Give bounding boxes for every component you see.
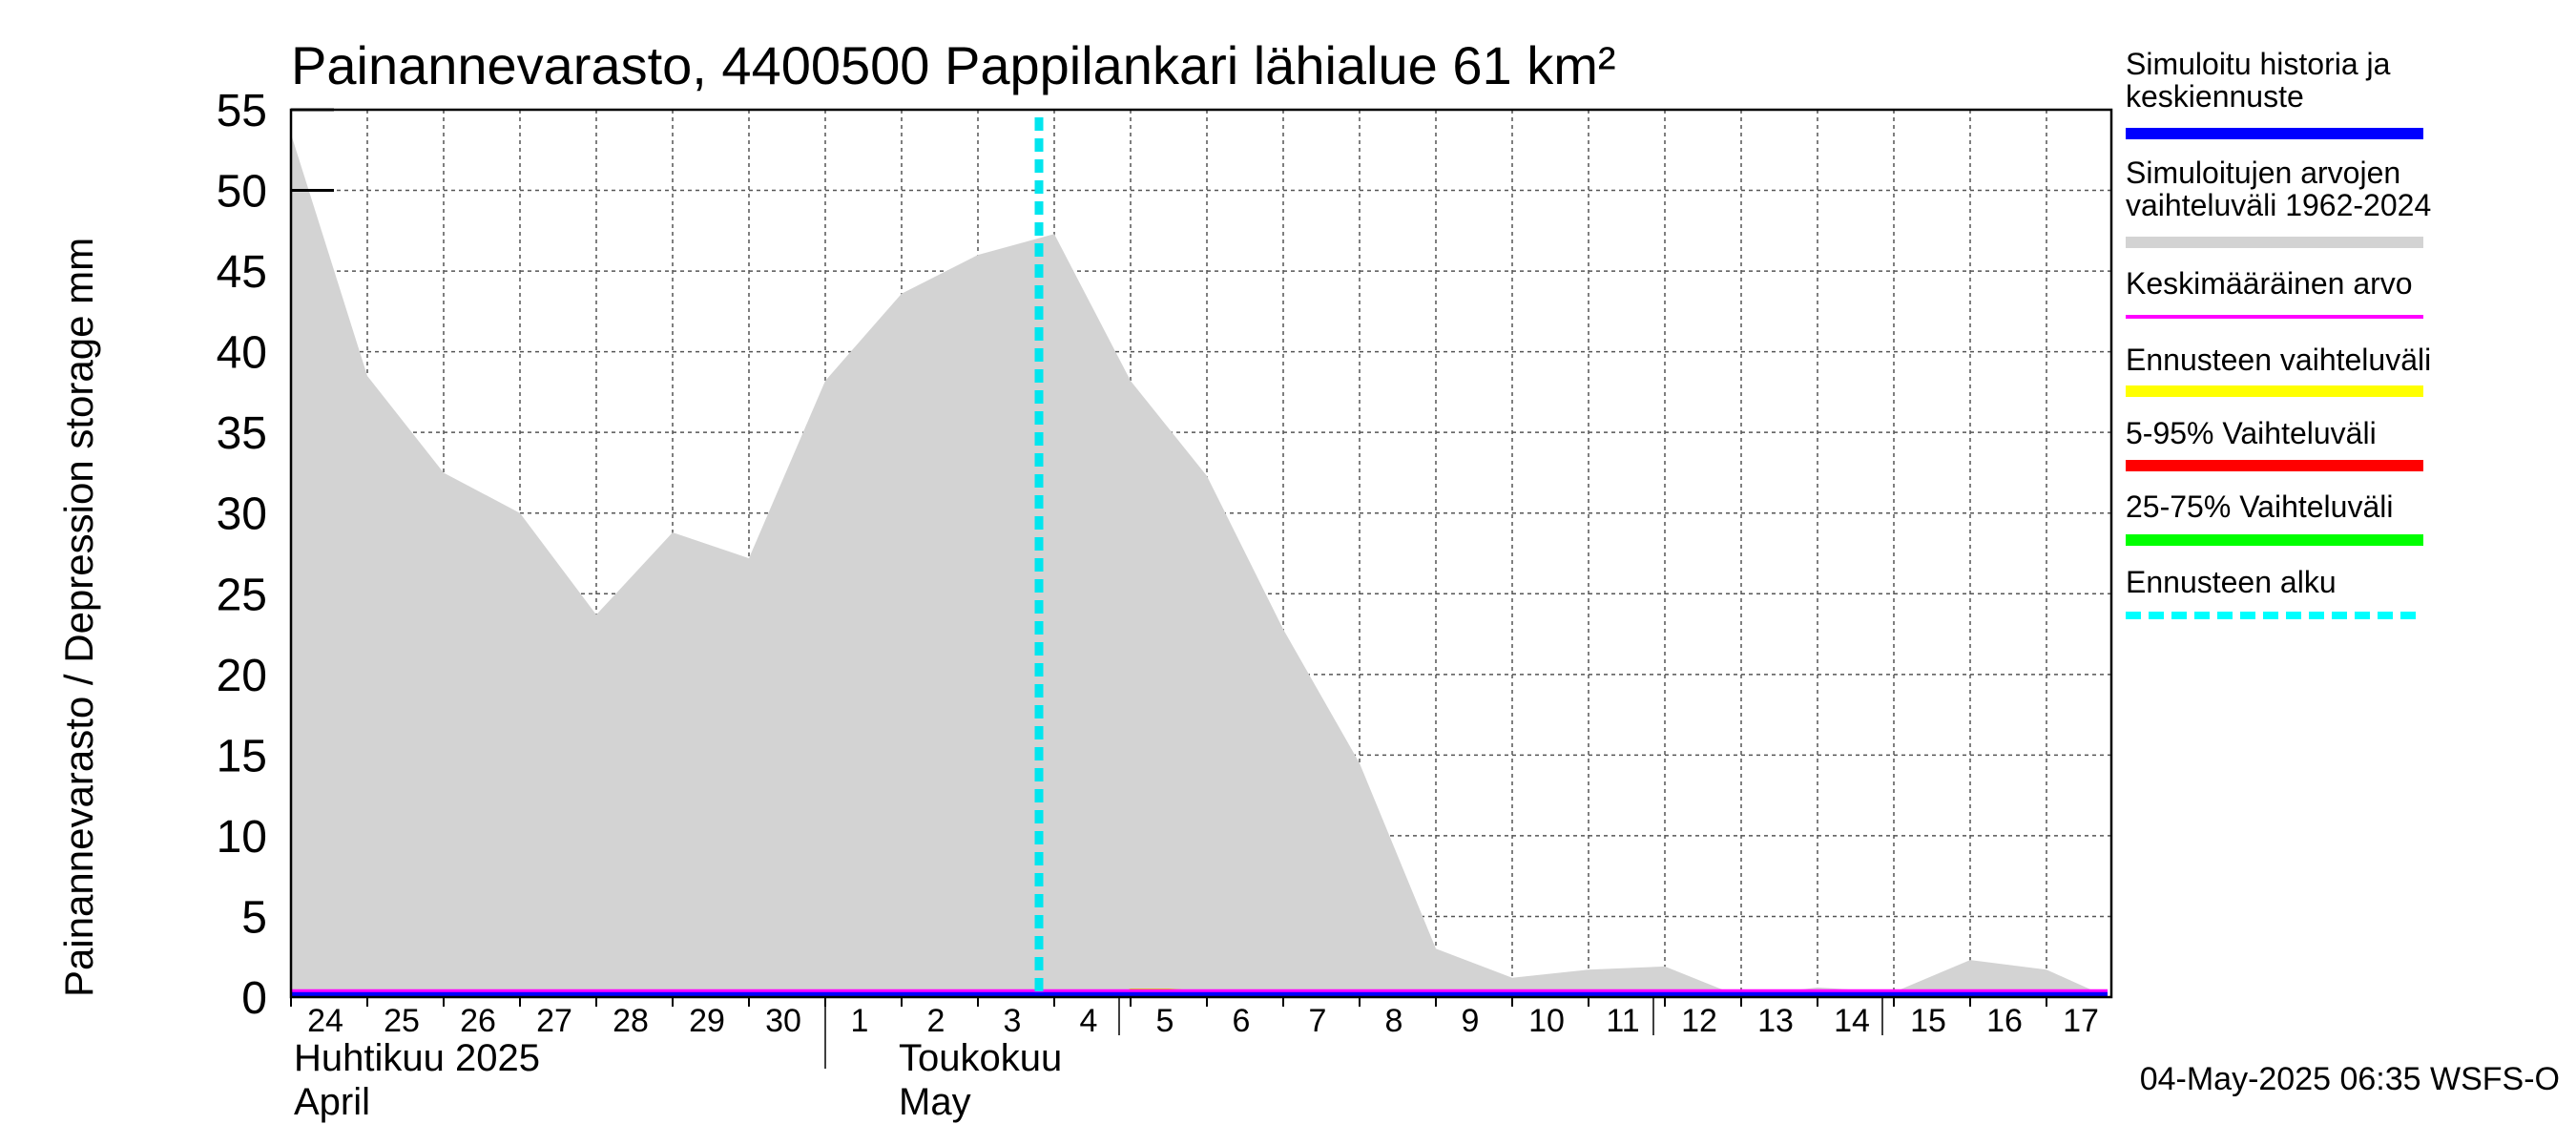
x-tick-label: 8 (1385, 1003, 1403, 1039)
x-tick-label: 9 (1462, 1003, 1480, 1039)
legend-label: Simuloitujen arvojen (2126, 156, 2400, 190)
plot-frame (289, 108, 2113, 999)
legend-label: 25-75% Vaihteluväli (2126, 489, 2393, 524)
legend-label: Ennusteen vaihteluväli (2126, 343, 2431, 377)
y-tick-label: 15 (217, 731, 267, 781)
x-tick-label: 27 (536, 1003, 572, 1039)
legend-label: Keskimääräinen arvo (2126, 266, 2413, 301)
x-tick-label: 2 (927, 1003, 945, 1039)
month-label-en: May (899, 1081, 971, 1123)
x-tick-label: 6 (1233, 1003, 1251, 1039)
data-areas (291, 134, 2108, 998)
x-tick-label: 30 (765, 1003, 801, 1039)
data-lines (291, 117, 2108, 997)
legend-label: vaihteluväli 1962-2024 (2126, 188, 2431, 222)
x-tick-label: 5 (1156, 1003, 1174, 1039)
x-tick-label: 14 (1834, 1003, 1870, 1039)
x-tick-label: 4 (1080, 1003, 1098, 1039)
x-tick-label: 11 (1606, 1003, 1639, 1039)
y-tick-label: 0 (241, 973, 267, 1024)
x-tick-label: 13 (1757, 1003, 1794, 1039)
x-tick-label: 1 (851, 1003, 869, 1039)
x-tick-label: 28 (613, 1003, 649, 1039)
x-tick-label: 3 (1004, 1003, 1022, 1039)
timestamp-footer: 04-May-2025 06:35 WSFS-O (2140, 1061, 2560, 1097)
y-tick-label: 40 (217, 328, 267, 379)
y-tick-label: 50 (217, 167, 267, 218)
x-tick-label: 16 (1986, 1003, 2023, 1039)
axes (289, 108, 2113, 1069)
chart-title: Painannevarasto, 4400500 Pappilankari lä… (291, 35, 1616, 95)
x-tick-label: 12 (1681, 1003, 1717, 1039)
month-label-fi: Toukokuu (899, 1037, 1062, 1079)
y-tick-labels: 0 5 10 15 20 25 30 35 40 45 50 55 (217, 86, 267, 1024)
month-label-en: April (294, 1081, 370, 1123)
y-tick-label: 55 (217, 86, 267, 136)
y-tick-label: 25 (217, 570, 267, 620)
legend-label: 5-95% Vaihteluväli (2126, 416, 2377, 450)
y-tick-label: 35 (217, 408, 267, 459)
y-tick-label: 30 (217, 489, 267, 540)
x-tick-label: 29 (689, 1003, 725, 1039)
legend-label: Ennusteen alku (2126, 565, 2337, 599)
y-tick-label: 20 (217, 651, 267, 701)
x-tick-label: 17 (2063, 1003, 2099, 1039)
legend-label: keskiennuste (2126, 79, 2304, 114)
y-tick-label: 45 (217, 247, 267, 298)
y-tick-label: 10 (217, 812, 267, 863)
x-tick-label: 7 (1309, 1003, 1327, 1039)
x-tick-label: 24 (307, 1003, 343, 1039)
y-axis-label: Painannevarasto / Depression storage mm (56, 238, 101, 997)
x-tick-label: 10 (1528, 1003, 1565, 1039)
x-tick-label: 26 (460, 1003, 496, 1039)
y-tick-label: 5 (241, 892, 267, 943)
x-tick-label: 25 (384, 1003, 420, 1039)
x-tick-label: 15 (1910, 1003, 1946, 1039)
month-label-fi: Huhtikuu 2025 (294, 1037, 540, 1079)
legend-label: Simuloitu historia ja (2126, 47, 2391, 81)
x-tick-labels: 24 25 26 27 28 29 30 1 2 3 4 5 6 7 8 9 10 11 12 13 14 15 16 17 (307, 1003, 2099, 1039)
simulated-range-area (291, 134, 2108, 997)
